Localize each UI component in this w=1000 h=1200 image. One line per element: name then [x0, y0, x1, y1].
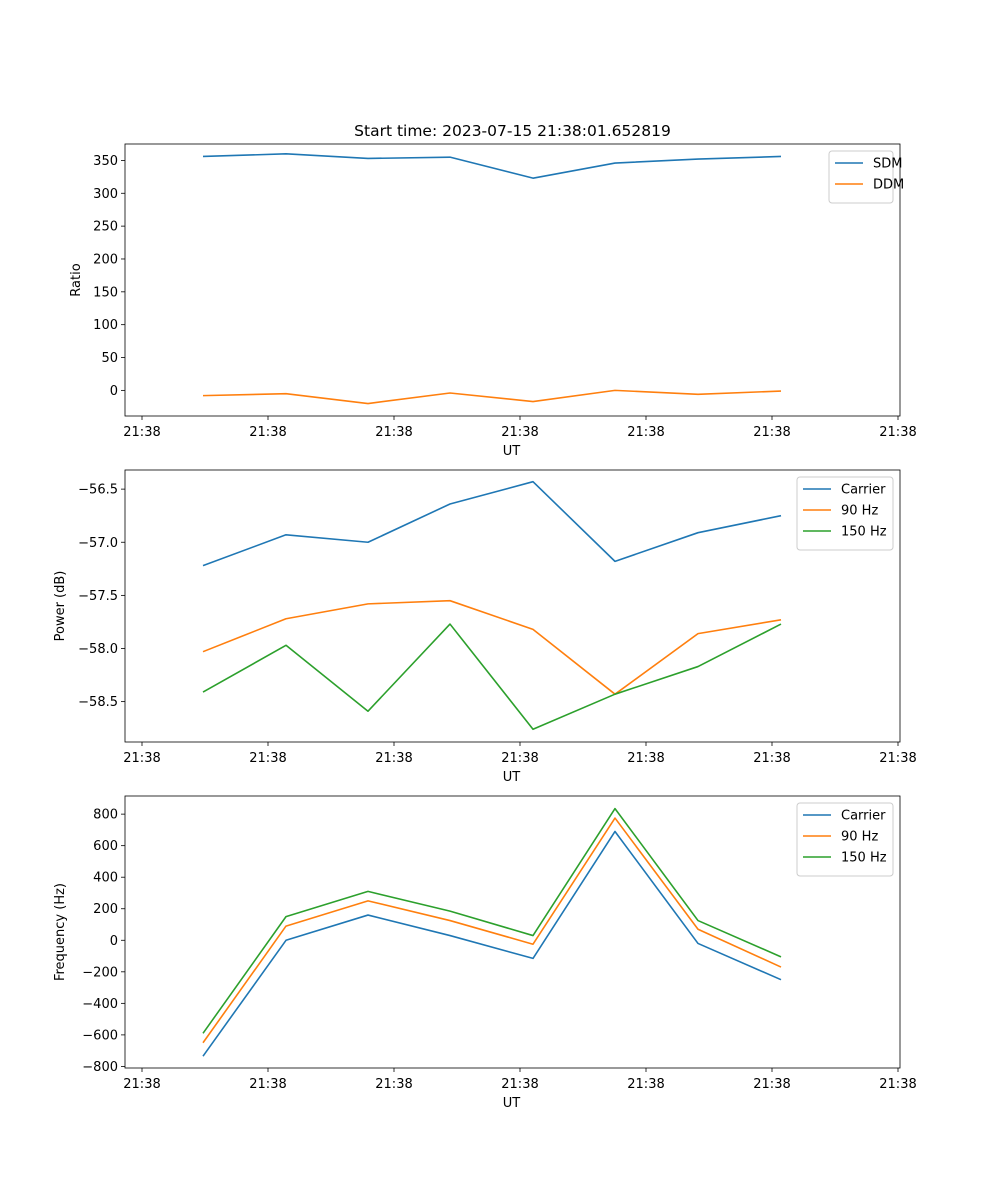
x-axis-label: UT [503, 770, 521, 785]
y-tick-label: 300 [93, 187, 118, 202]
x-tick-label: 21:38 [753, 1077, 790, 1092]
axes-frame [124, 469, 901, 743]
x-tick-label: 21:38 [501, 1077, 538, 1092]
y-tick-label: 400 [93, 871, 118, 886]
x-tick-label: 21:38 [753, 425, 790, 440]
x-tick-label: 21:38 [375, 1077, 412, 1092]
y-tick-label: −200 [82, 965, 118, 980]
legend: Carrier 90 Hz 150 Hz [796, 802, 894, 877]
x-tick-label: 21:38 [375, 425, 412, 440]
y-tick-label: −58.5 [78, 695, 118, 710]
axes-frame [124, 143, 901, 417]
y-axis-label: Ratio [69, 263, 84, 296]
x-tick-label: 21:38 [627, 425, 664, 440]
series-line-ddm [202, 389, 782, 405]
legend-label: 90 Hz [841, 504, 878, 519]
series-line-sdm [202, 153, 782, 179]
y-tick-label: 350 [93, 154, 118, 169]
legend-box [828, 150, 894, 204]
y-tick-label: 50 [101, 351, 118, 366]
series-line-90-hz [202, 817, 782, 1044]
y-tick-label: −800 [82, 1060, 118, 1075]
x-axis-label: UT [503, 1096, 521, 1111]
x-tick-label: 21:38 [501, 425, 538, 440]
legend: SDM DDM [828, 150, 904, 204]
x-tick-label: 21:38 [375, 751, 412, 766]
series-line-carrier [202, 830, 782, 1057]
y-tick-label: 200 [93, 902, 118, 917]
chart-title: Start time: 2023-07-15 21:38:01.652819 [354, 122, 671, 140]
y-tick-label: −600 [82, 1028, 118, 1043]
legend: Carrier 90 Hz 150 Hz [796, 476, 894, 551]
legend-label: Carrier [841, 809, 886, 824]
legend-label: SDM [873, 157, 902, 172]
x-tick-label: 21:38 [627, 1077, 664, 1092]
y-tick-label: 200 [93, 252, 118, 267]
x-tick-label: 21:38 [879, 1077, 916, 1092]
series-line-90-hz [202, 599, 782, 695]
y-tick-label: −57.0 [78, 536, 118, 551]
x-tick-label: 21:38 [123, 751, 160, 766]
y-tick-label: 0 [110, 934, 118, 949]
y-tick-label: 0 [110, 384, 118, 399]
x-tick-label: 21:38 [627, 751, 664, 766]
series-line-150-hz [202, 623, 782, 731]
series-line-150-hz [202, 807, 782, 1034]
y-tick-label: 250 [93, 220, 118, 235]
legend-label: 90 Hz [841, 830, 878, 845]
x-tick-label: 21:38 [879, 425, 916, 440]
y-tick-label: −400 [82, 997, 118, 1012]
panel-3: −800 −600 −400 −200 0 200 400 600 800 21:38 21:38 2… [53, 795, 917, 1111]
y-axis-label: Frequency (Hz) [53, 883, 68, 981]
legend-label: DDM [873, 178, 904, 193]
legend-label: 150 Hz [841, 851, 887, 866]
y-tick-label: −56.5 [78, 483, 118, 498]
y-tick-label: 100 [93, 318, 118, 333]
x-tick-label: 21:38 [249, 751, 286, 766]
x-tick-label: 21:38 [249, 425, 286, 440]
panel-1: Start time: 2023-07-15 21:38:01.652819 0 5… [69, 122, 917, 459]
series-line-carrier [202, 480, 782, 567]
axes-frame [124, 795, 901, 1069]
x-tick-label: 21:38 [123, 1077, 160, 1092]
y-axis-label: Power (dB) [53, 571, 68, 642]
x-tick-label: 21:38 [123, 425, 160, 440]
x-tick-label: 21:38 [249, 1077, 286, 1092]
x-tick-label: 21:38 [501, 751, 538, 766]
y-tick-label: 800 [93, 808, 118, 823]
y-tick-label: −58.0 [78, 642, 118, 657]
legend-label: 150 Hz [841, 525, 887, 540]
x-tick-label: 21:38 [879, 751, 916, 766]
legend-label: Carrier [841, 483, 886, 498]
x-axis-label: UT [503, 444, 521, 459]
y-tick-label: −57.5 [78, 589, 118, 604]
y-tick-label: 600 [93, 839, 118, 854]
panel-2: −58.5 −58.0 −57.5 −57.0 −56.5 21:38 21:38 21:38… [53, 469, 917, 785]
y-tick-label: 150 [93, 285, 118, 300]
x-tick-label: 21:38 [753, 751, 790, 766]
